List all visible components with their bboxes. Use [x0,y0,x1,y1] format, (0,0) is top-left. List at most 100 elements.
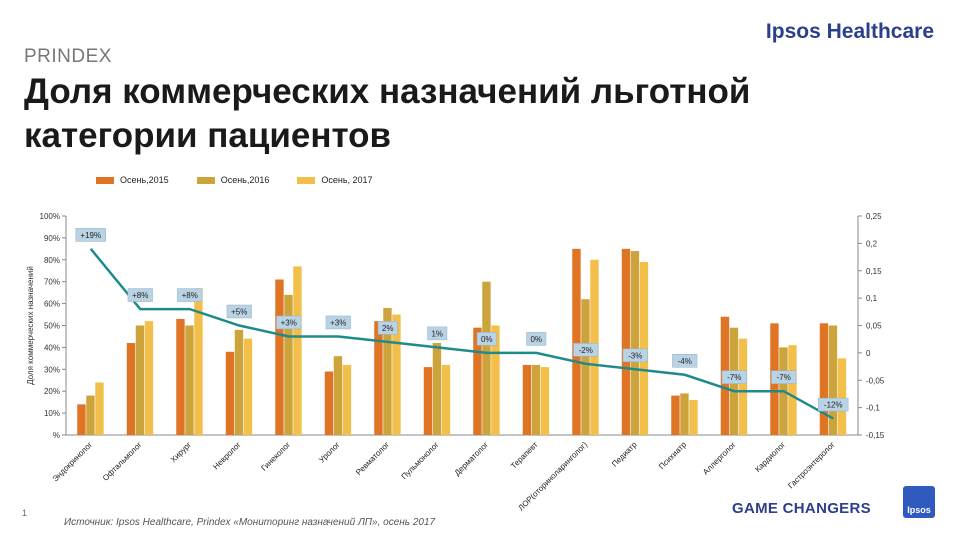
change-label-box [75,228,106,242]
legend-label-2015: Осень,2015 [120,175,169,185]
bar-2016 [581,299,590,435]
x-tick-label: Ревматолог [354,440,391,477]
y-axis-title: Доля коммерческих назначений [26,266,35,385]
bar-2017 [293,266,302,435]
y2-tick-label: -0,05 [866,376,885,385]
y2-tick-label: 0 [866,349,871,358]
bar-2016 [284,294,293,435]
bar-2015 [225,351,235,435]
bar-2015 [324,371,334,435]
change-label: -7% [727,373,741,382]
bar-2016 [432,343,442,435]
bar-2017 [95,382,104,435]
bar-2015 [423,367,433,435]
y-tick-label: 70% [44,278,60,287]
change-label: +19% [80,231,101,240]
legend-swatch-2017 [297,176,316,184]
change-label: 0% [530,335,542,344]
x-tick-label: Психиатр [657,440,689,472]
y2-tick-label: 0,1 [866,294,878,303]
change-label-box [622,348,648,363]
bar-2016 [333,356,343,435]
change-label-box [721,370,747,384]
y-tick-label: 30% [44,365,60,374]
x-tick-label: Педиатр [610,440,639,469]
bar-2017 [491,325,500,435]
bar-2017 [540,367,550,435]
bar-2016 [630,251,640,435]
bar-2016 [185,325,194,435]
change-label: +8% [132,291,148,300]
legend-label-2017: Осень, 2017 [321,175,373,185]
legend-item-2016: Осень,2016 [196,175,270,185]
y-tick-label: 80% [44,256,60,265]
legend-label-2016: Осень,2016 [220,175,270,185]
change-label-box [177,288,203,302]
bar-2015 [819,323,829,435]
bar-2017 [243,338,253,435]
change-label: -2% [579,346,593,355]
bar-2017 [788,345,797,435]
change-label-box [526,332,547,346]
change-label-box [476,332,497,346]
bar-2015 [176,318,185,435]
change-label: -4% [678,357,692,366]
kicker: PRINDEX [24,46,112,67]
page-title: Доля коммерческих назначений льготной ка… [24,72,751,155]
bar-2016 [531,364,541,435]
chart-legend: Осень,2015 Осень,2016 Осень, 2017 [96,175,373,185]
y-tick-label: 40% [44,343,60,352]
x-tick-label: Дерматолог [453,440,491,478]
change-label: 1% [431,329,443,338]
change-label-box [672,354,698,368]
y2-tick-label: 0,2 [866,239,878,248]
change-label-box [325,315,351,330]
change-label: +3% [281,318,297,327]
x-tick-label: Кардиолог [753,440,787,474]
bar-2015 [275,279,284,435]
change-label-box [818,397,849,412]
bar-2016 [135,325,145,435]
bar-2017 [738,338,748,435]
legend-item-2017: Осень, 2017 [297,175,373,185]
change-label: -7% [777,373,791,382]
bar-2016 [482,281,491,435]
brand-logo-text: Ipsos Healthcare [765,20,934,43]
page-number: 1 [22,508,28,518]
x-tick-label: Хирург [169,440,193,464]
y-tick-label: 50% [44,322,60,331]
bar-2016 [680,393,689,435]
bar-2015 [572,248,581,435]
bar-2015 [473,327,482,435]
ipsos-logo-text: Ipsos [907,505,931,515]
legend-swatch-2015 [96,176,114,184]
game-changers-tagline: GAME CHANGERS [732,500,871,517]
change-label: 0% [481,335,493,344]
bar-2017 [639,261,649,435]
y-tick-label: % [53,431,60,440]
change-label-box [771,370,797,384]
change-label: 2% [382,324,394,333]
change-label-box [427,326,448,341]
x-tick-label: Уролог [317,440,342,465]
source-note: Источник: Ipsos Healthcare, Prindex «Мон… [64,517,436,528]
bar-2015 [621,248,631,435]
bar-2015 [77,404,86,435]
x-tick-label: Пульмонолог [400,440,441,481]
x-tick-label: Невролог [211,440,242,471]
y-tick-label: 100% [40,212,60,221]
bar-2015 [671,395,680,435]
y2-tick-label: -0,1 [866,404,880,413]
change-label-box [226,304,252,319]
bar-2017 [837,358,847,435]
change-label: +8% [182,291,198,300]
bar-2016 [86,395,95,435]
bar-2017 [441,364,451,435]
y-tick-label: 20% [44,387,60,396]
y-tick-label: 90% [44,234,60,243]
bar-2017 [144,321,154,435]
x-tick-label: Терапевт [509,440,540,471]
bar-2016 [234,329,244,435]
x-tick-label: Офтальмолог [101,440,144,483]
bar-2015 [522,364,532,435]
